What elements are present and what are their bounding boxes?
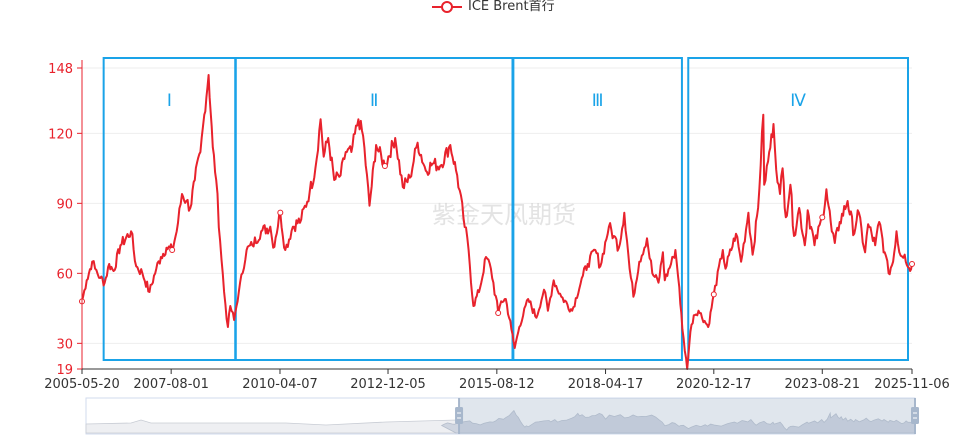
- y-tick-label: 148: [48, 62, 73, 77]
- x-tick-label: 2018-04-17: [568, 377, 644, 392]
- y-axis: 19 30 60 90 120 148: [48, 60, 83, 378]
- y-tick-label: 90: [56, 197, 73, 212]
- legend-label: ICE Brent首行: [468, 0, 555, 14]
- region-label-3: Ⅲ: [592, 91, 604, 111]
- x-tick-label: 2015-08-12: [459, 377, 535, 392]
- datazoom-selected-range[interactable]: [459, 398, 915, 434]
- x-tick-label: 2005-05-20: [44, 377, 120, 392]
- data-point-symbol[interactable]: [277, 209, 284, 216]
- region-label-1: Ⅰ: [167, 91, 172, 111]
- datazoom-handle-left[interactable]: [455, 407, 464, 424]
- region-label-2: Ⅱ: [370, 91, 378, 111]
- x-tick-label: 2023-08-21: [785, 377, 861, 392]
- datazoom-slider[interactable]: [85, 397, 919, 435]
- price-line[interactable]: [81, 74, 913, 370]
- x-tick-label: 2007-08-01: [133, 377, 209, 392]
- circle-line-icon: [432, 1, 462, 13]
- watermark: 紫金天风期货: [432, 201, 576, 229]
- chart-legend: ICE Brent首行: [0, 0, 968, 16]
- data-point-symbol[interactable]: [819, 214, 826, 221]
- y-tick-label: 19: [56, 363, 73, 378]
- y-tick-label: 30: [56, 337, 73, 352]
- data-point-symbol[interactable]: [169, 247, 176, 253]
- y-tick-label: 60: [56, 267, 73, 282]
- x-tick-label: 2010-04-07: [242, 377, 318, 392]
- y-tick-label: 120: [48, 127, 73, 142]
- x-tick-label: 2025-11-06: [874, 377, 950, 392]
- data-point-symbol[interactable]: [495, 310, 502, 316]
- datazoom-handle-right[interactable]: [911, 407, 919, 424]
- x-tick-label: 2020-12-17: [676, 377, 752, 392]
- legend-item-ice-brent[interactable]: ICE Brent首行: [432, 0, 555, 16]
- grid-lines: [82, 67, 912, 344]
- region-box-3: [512, 57, 683, 361]
- region-label-4: Ⅳ: [790, 91, 806, 111]
- datazoom-preview-early: [85, 419, 457, 434]
- series-line[interactable]: [79, 74, 915, 370]
- x-tick-label: 2012-12-05: [350, 377, 426, 392]
- data-point-symbol[interactable]: [381, 163, 388, 169]
- region-box-4: [687, 57, 910, 361]
- region-boxes: Ⅰ Ⅱ Ⅲ Ⅳ: [102, 57, 910, 361]
- x-axis: 2005-05-20 2007-08-01 2010-04-07 2012-12-05…: [44, 368, 950, 392]
- datazoom-preview: [440, 409, 916, 434]
- data-point-symbol[interactable]: [909, 261, 915, 267]
- data-point-symbol[interactable]: [710, 291, 717, 298]
